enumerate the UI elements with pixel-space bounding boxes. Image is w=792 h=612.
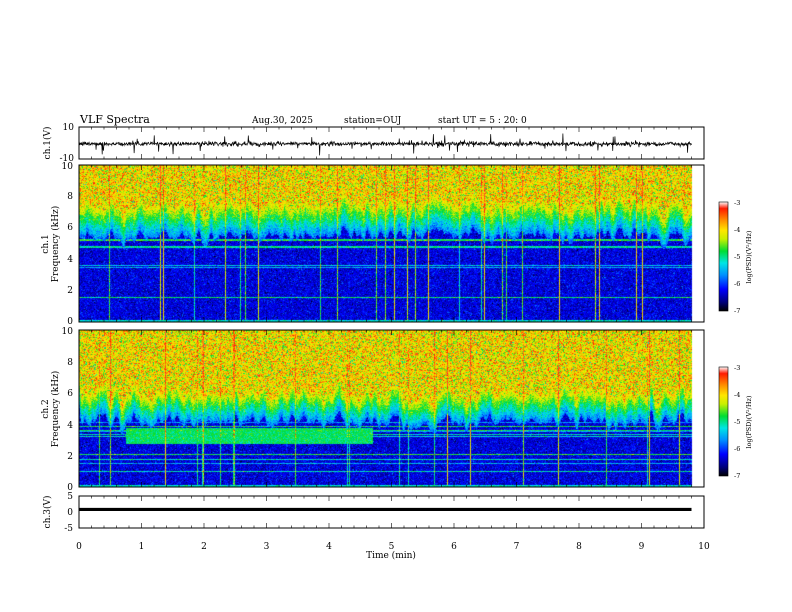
ch1-spectrogram-ylabel-ch: ch.1 <box>41 234 51 253</box>
station-label: station=OUJ <box>344 116 402 126</box>
ch2-cb-tick-m3: -3 <box>734 364 740 372</box>
ch1-cb-tick-m4: -4 <box>734 226 740 234</box>
ch1-colorbar: -3 -4 -5 -6 -7 log(PSD)(V²/Hz) <box>718 199 753 315</box>
ch1-ytick-top: 10 <box>63 123 75 133</box>
ch2-spectrogram-yticks: 0 2 4 6 8 10 <box>62 327 74 493</box>
ch2-spec-ytick-2: 2 <box>67 452 73 462</box>
ch1-spec-ytick-8: 8 <box>67 192 73 202</box>
xtick-1: 1 <box>139 542 145 552</box>
xtick-7: 7 <box>514 542 520 552</box>
ch1-spec-ytick-0: 0 <box>67 317 73 327</box>
ch2-spec-ytick-10: 10 <box>62 327 74 337</box>
ch2-colorbar-label: log(PSD)(V²/Hz) <box>745 395 753 448</box>
ch2-spectrogram-image <box>79 330 704 487</box>
ch3-ytick-top: 5 <box>67 492 73 502</box>
ch2-spec-ytick-4: 4 <box>67 421 73 431</box>
ch2-spectrogram-panel: 0 2 4 6 8 10 ch.2 Frequency (kHz) -3 -4 … <box>41 327 753 493</box>
ch1-cb-tick-m5: -5 <box>734 253 740 261</box>
ch3-waveform-ticks <box>78 496 705 528</box>
ch2-cb-tick-m4: -4 <box>734 391 740 399</box>
ch2-cb-tick-m7: -7 <box>734 472 740 480</box>
ch3-waveform-panel: 5 0 -5 ch.3(V) <box>42 492 705 534</box>
ch1-spectrogram-ylabel-freq: Frequency (kHz) <box>50 206 61 283</box>
ch2-spec-ytick-6: 6 <box>67 389 73 399</box>
figure-title: VLF Spectra <box>79 113 150 126</box>
ch1-ytick-bottom: -10 <box>60 154 75 164</box>
x-axis-label: Time (min) <box>366 550 416 561</box>
ch1-spec-ytick-2: 2 <box>67 286 73 296</box>
ch3-ytick-mid: 0 <box>67 508 73 518</box>
ch1-spec-ytick-4: 4 <box>67 255 73 265</box>
ch1-waveform-trace <box>78 133 692 156</box>
xtick-4: 4 <box>326 542 332 552</box>
ch3-waveform-ylabel: ch.3(V) <box>42 496 53 529</box>
ch1-spectrogram-image <box>79 165 704 322</box>
date-label: Aug.30, 2025 <box>251 116 313 126</box>
xtick-8: 8 <box>576 542 582 552</box>
xtick-2: 2 <box>201 542 207 552</box>
start-ut-label: start UT = 5 : 20: 0 <box>438 116 527 126</box>
xtick-9: 9 <box>639 542 645 552</box>
ch1-cb-tick-m3: -3 <box>734 199 740 207</box>
xtick-3: 3 <box>264 542 270 552</box>
xtick-0: 0 <box>76 542 82 552</box>
xtick-10: 10 <box>698 542 710 552</box>
ch1-spec-ytick-6: 6 <box>67 223 73 233</box>
ch1-spectrogram-panel: 0 2 4 6 8 10 ch.1 Frequency (kHz) <box>41 162 753 327</box>
ch2-spectrogram-ticks <box>78 330 705 487</box>
ch2-spec-ytick-0: 0 <box>67 483 73 493</box>
ch2-spectrogram-ylabel-ch: ch.2 <box>41 399 51 418</box>
xtick-5: 5 <box>389 542 395 552</box>
ch2-cb-tick-m5: -5 <box>734 418 740 426</box>
ch1-spec-ytick-10: 10 <box>62 162 74 172</box>
ch1-waveform-panel: 10 -10 ch.1(V) <box>42 123 705 164</box>
ch2-spec-ytick-8: 8 <box>67 358 73 368</box>
x-axis: 0 1 2 3 4 5 6 7 8 9 10 Time (min) <box>76 542 710 561</box>
ch2-spectrogram-ylabel-freq: Frequency (kHz) <box>50 371 61 448</box>
ch1-spectrogram-yticks: 0 2 4 6 8 10 <box>62 162 74 327</box>
ch1-colorbar-label: log(PSD)(V²/Hz) <box>745 230 753 283</box>
ch1-colorbar-gradient <box>718 201 729 312</box>
ch3-ytick-bottom: -5 <box>64 524 73 534</box>
ch1-cb-tick-m6: -6 <box>734 280 740 288</box>
xtick-6: 6 <box>451 542 457 552</box>
ch1-cb-tick-m7: -7 <box>734 307 740 315</box>
ch2-cb-tick-m6: -6 <box>734 445 740 453</box>
ch1-waveform-ticks <box>78 127 705 159</box>
ch1-spectrogram-ticks <box>78 165 705 322</box>
ch2-colorbar: -3 -4 -5 -6 -7 log(PSD)(V²/Hz) <box>718 364 753 480</box>
ch1-waveform-ylabel: ch.1(V) <box>42 127 53 160</box>
ch2-colorbar-gradient <box>718 366 729 477</box>
